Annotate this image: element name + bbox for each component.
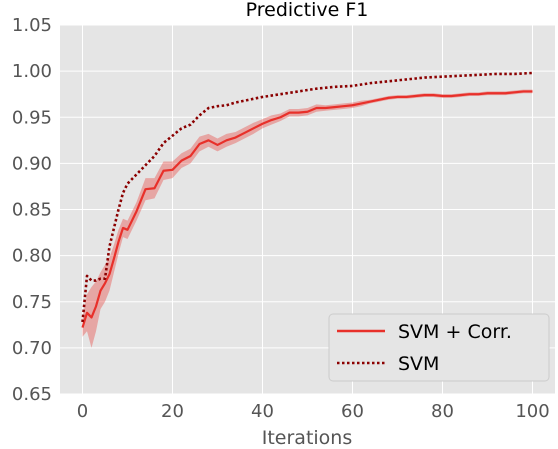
confidence-bands [82,89,533,348]
legend-label-svm-corr: SVM + Corr. [398,321,512,343]
band-svm-corr [82,89,533,348]
y-tick-labels: 0.65 0.70 0.75 0.80 0.85 0.90 0.95 1.00 1.05 [12,15,52,405]
series-line-svm-corr [81,90,533,328]
y-tick-label: 0.90 [12,153,52,174]
grid-lines [60,24,555,395]
x-tick-labels: 0 20 40 60 80 100 [77,401,550,422]
y-tick-label: 0.75 [12,292,52,313]
series-lines [81,71,533,328]
x-tick-label: 0 [77,401,88,422]
chart-title: Predictive F1 [246,0,369,21]
y-tick-label: 0.85 [12,200,52,221]
y-tick-label: 0.65 [12,384,52,405]
y-tick-label: 1.00 [12,61,52,82]
x-axis-title: Iterations [262,427,353,449]
y-tick-label: 1.05 [12,15,52,36]
x-tick-label: 40 [251,401,274,422]
series-line-svm [81,71,533,323]
x-tick-label: 20 [161,401,184,422]
x-tick-label: 100 [515,401,549,422]
legend: SVM + Corr. SVM [328,313,550,382]
y-tick-label: 0.95 [12,107,52,128]
x-tick-label: 60 [341,401,364,422]
y-tick-label: 0.70 [12,338,52,359]
legend-label-svm: SVM [398,353,439,375]
y-tick-label: 0.80 [12,246,52,267]
x-tick-label: 80 [431,401,454,422]
